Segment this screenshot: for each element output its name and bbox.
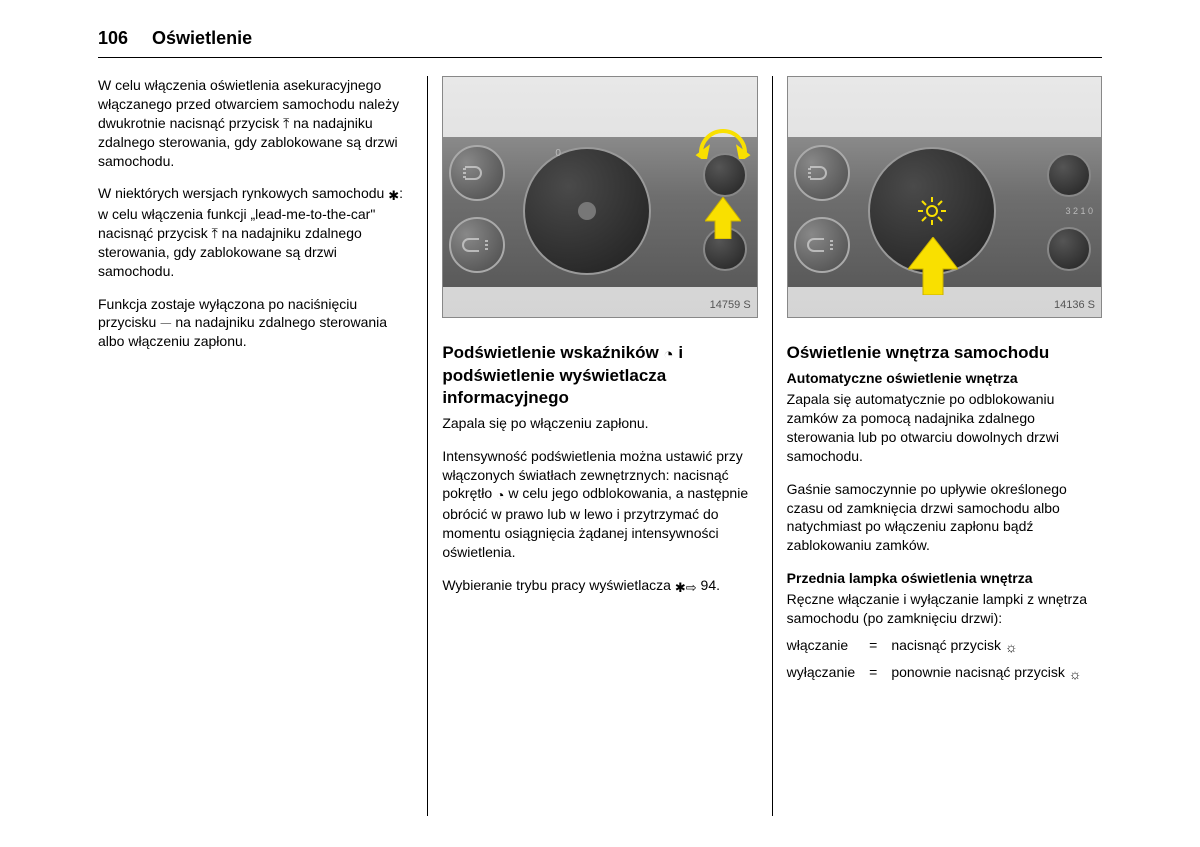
page: 106 Oświetlenie W celu włączenia oświetl… bbox=[0, 0, 1200, 836]
def-label: wyłączanie bbox=[787, 663, 855, 684]
column-1: W celu włączenia oświetlenia asekuracyjn… bbox=[98, 76, 428, 816]
bulb-icon: ☼ bbox=[1005, 638, 1018, 657]
figure-interior-lighting: 3 2 1 0 14136 S bbox=[787, 76, 1102, 318]
gauge-icon: ◔ bbox=[496, 486, 504, 505]
column-3: 3 2 1 0 14136 S Oświetlenie wnętrza samo… bbox=[773, 76, 1102, 816]
figure-instrument-illumination: 0 14759 S bbox=[442, 76, 757, 318]
dial-marking: 0 bbox=[555, 147, 561, 161]
paragraph: Zapala się po włączeniu zapłonu. bbox=[442, 414, 757, 433]
rotate-arrow-icon bbox=[693, 129, 753, 159]
definition-table: włączanie = nacisnąć przycisk ☼ wyłączan… bbox=[787, 636, 1102, 684]
front-fog-icon bbox=[449, 145, 505, 201]
front-fog-icon bbox=[794, 145, 850, 201]
figure-label: 14136 S bbox=[1054, 298, 1095, 313]
push-arrow-icon bbox=[705, 197, 741, 239]
option-star-icon: ✱ bbox=[388, 187, 399, 205]
text: nacisnąć przycisk bbox=[891, 637, 1005, 653]
def-label: włączanie bbox=[787, 636, 855, 657]
paragraph: Funkcja zostaje wyłączona po naciśnięciu… bbox=[98, 295, 413, 352]
paragraph: Ręczne włączanie i wyłączanie lampki z w… bbox=[787, 590, 1102, 628]
subsection-heading: Automatyczne oświetlenie wnętrza bbox=[787, 369, 1102, 388]
paragraph: Wybieranie trybu pracy wyświetlacza ✱⇨ 9… bbox=[442, 576, 757, 597]
gauge-icon: ◔ bbox=[663, 344, 673, 365]
page-ref: 94. bbox=[697, 577, 720, 593]
paragraph: W niektórych wersjach rynkowych samochod… bbox=[98, 184, 413, 280]
paragraph: W celu włączenia oświetlenia asekuracyjn… bbox=[98, 76, 413, 170]
brightness-dial bbox=[1047, 153, 1091, 197]
def-value: ponownie nacisnąć przycisk ☼ bbox=[891, 663, 1102, 684]
subsection-heading: Przednia lampka oświetlenia wnętrza bbox=[787, 569, 1102, 588]
def-equals: = bbox=[869, 636, 877, 657]
level-dial bbox=[1047, 227, 1091, 271]
paragraph: Gaśnie samoczynnie po upływie określoneg… bbox=[787, 480, 1102, 556]
column-2: 0 14759 S Podświetlenie wskaźników ◔ i p… bbox=[428, 76, 772, 816]
rear-fog-icon bbox=[449, 217, 505, 273]
figure-label: 14759 S bbox=[710, 298, 751, 313]
text: Wybieranie trybu pracy wyświetlacza bbox=[442, 577, 675, 593]
paragraph: Intensywność podświetlenia można ustawić… bbox=[442, 447, 757, 562]
interior-light-icon bbox=[918, 197, 946, 225]
rear-fog-icon bbox=[794, 217, 850, 273]
heading-text: Podświetlenie wskaźników bbox=[442, 343, 663, 362]
chapter-title: Oświetlenie bbox=[152, 28, 252, 49]
brightness-dial bbox=[703, 153, 747, 197]
page-number: 106 bbox=[98, 28, 128, 49]
text: W niektórych wersjach rynkowych samochod… bbox=[98, 185, 388, 201]
section-heading: Oświetlenie wnętrza samochodu bbox=[787, 342, 1102, 363]
bulb-icon: ☼ bbox=[1069, 665, 1082, 684]
page-ref-arrow-icon: ⇨ bbox=[686, 579, 697, 597]
paragraph: Zapala się automatycznie po odblokowaniu… bbox=[787, 390, 1102, 466]
push-arrow-icon bbox=[908, 237, 958, 295]
def-equals: = bbox=[869, 663, 877, 684]
def-value: nacisnąć przycisk ☼ bbox=[891, 636, 1102, 657]
section-heading: Podświetlenie wskaźników ◔ i podświetlen… bbox=[442, 342, 757, 408]
light-switch-dial: 0 bbox=[523, 147, 651, 275]
option-star-icon: ✱ bbox=[675, 579, 686, 597]
page-header: 106 Oświetlenie bbox=[98, 28, 1102, 58]
dial-center-icon bbox=[578, 202, 596, 220]
content-columns: W celu włączenia oświetlenia asekuracyjn… bbox=[98, 76, 1102, 816]
dial-marking: 3 2 1 0 bbox=[1065, 205, 1093, 217]
text: ponownie nacisnąć przycisk bbox=[891, 664, 1068, 680]
